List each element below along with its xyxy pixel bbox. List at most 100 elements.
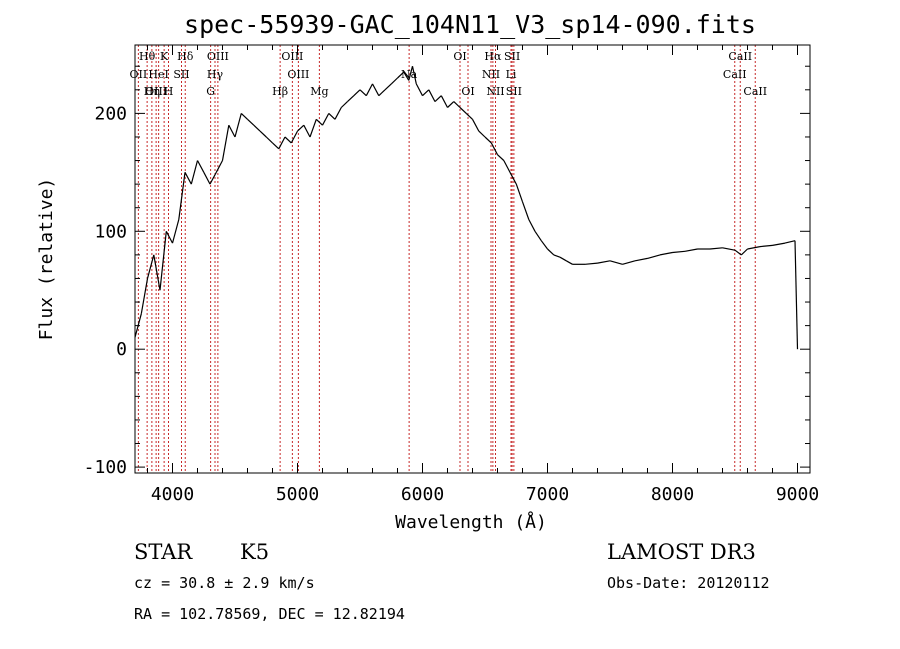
spectrum-segment bbox=[597, 260, 611, 264]
spectrum-segment bbox=[397, 71, 405, 79]
spectrum-segment bbox=[422, 89, 430, 97]
x-tick-label: 8000 bbox=[651, 484, 694, 505]
spectral-line-label: OIII bbox=[145, 85, 167, 98]
y-tick-label: 0 bbox=[116, 339, 127, 360]
spectrum-segment bbox=[672, 250, 686, 254]
spectral-line-label: OII bbox=[130, 68, 148, 81]
spectrum-segment bbox=[471, 119, 480, 132]
spectral-line-label: HeI bbox=[148, 68, 168, 81]
spectral-line-label: SII bbox=[504, 50, 520, 63]
spectrum-segment bbox=[528, 219, 536, 232]
spectrum-segment bbox=[384, 83, 392, 91]
spectrum-segment bbox=[509, 172, 517, 185]
spectrum-segment bbox=[747, 246, 761, 250]
spectrum-segment bbox=[228, 124, 236, 138]
x-axis: 4000 5000 6000 7000 8000 9000 bbox=[147, 45, 819, 505]
spectral-line-label: CaII bbox=[728, 50, 752, 63]
spectrum-segment bbox=[659, 251, 673, 256]
spectrum-segment bbox=[584, 262, 598, 265]
spectrum-segment bbox=[153, 254, 161, 291]
spectrum-segment bbox=[559, 256, 567, 262]
spectral-line-label: Hθ bbox=[139, 50, 156, 63]
spectrum-segment bbox=[315, 118, 323, 126]
spectrum-segment bbox=[547, 248, 555, 256]
spectrum-trace-group bbox=[134, 66, 799, 350]
spectrum-segment bbox=[284, 136, 292, 144]
x-tick-label: 5000 bbox=[276, 484, 319, 505]
spectrum-segment bbox=[497, 154, 505, 161]
spectral-line-label: CaII bbox=[723, 68, 747, 81]
spectrum-segment bbox=[234, 113, 242, 138]
spectrum-segment bbox=[784, 240, 796, 244]
plot-frame bbox=[134, 44, 811, 474]
spectrum-segment bbox=[684, 248, 698, 252]
spectrum-segment bbox=[553, 254, 561, 258]
spectral-line-label: NII bbox=[486, 85, 504, 98]
spectrum-segment bbox=[634, 257, 648, 262]
spectrum-segment bbox=[453, 101, 461, 108]
x-tick-label: 9000 bbox=[776, 484, 819, 505]
spectrum-segment bbox=[490, 142, 499, 155]
spectrum-segment bbox=[540, 240, 548, 250]
spectrum-segment bbox=[484, 136, 492, 144]
object-subclass: K5 bbox=[240, 540, 269, 564]
spectrum-segment bbox=[521, 201, 530, 220]
spectrum-segment bbox=[203, 172, 211, 185]
spectrum-segment bbox=[253, 124, 261, 132]
y-tick-label: 200 bbox=[94, 103, 127, 124]
spectrum-segment bbox=[390, 77, 398, 85]
spectrum-segment bbox=[609, 260, 623, 265]
spectrum-segment bbox=[447, 101, 455, 108]
spectrum-segment bbox=[459, 107, 467, 114]
spectrum-segment bbox=[190, 160, 199, 185]
spectral-line-label: OI bbox=[453, 50, 466, 63]
spectrum-segment bbox=[146, 254, 155, 279]
spectral-line-label: OI bbox=[461, 85, 474, 98]
y-tick-label: -100 bbox=[84, 457, 127, 478]
spectral-line-label: Hδ bbox=[177, 50, 194, 63]
spectrum-segment bbox=[309, 119, 317, 138]
spectrum-segment bbox=[534, 230, 542, 242]
redshift-value: cz = 30.8 ± 2.9 km/s bbox=[134, 574, 315, 592]
spectral-line-label: Hα bbox=[484, 50, 502, 63]
x-tick-label: 4000 bbox=[151, 484, 194, 505]
x-axis-label: Wavelength (Å) bbox=[395, 511, 547, 533]
x-tick-label: 6000 bbox=[401, 484, 444, 505]
spectrum-segment bbox=[709, 247, 723, 250]
y-tick-label: 100 bbox=[94, 221, 127, 242]
spectrum-segment bbox=[503, 160, 511, 173]
spectrum-segment bbox=[196, 160, 205, 173]
spectral-line-label: G bbox=[206, 85, 215, 98]
chart-title: spec-55939-GAC_104N11_V3_sp14-090.fits bbox=[184, 10, 756, 39]
spectrum-segment bbox=[734, 249, 742, 256]
spectrum-segment bbox=[247, 118, 255, 126]
spectrum-segment bbox=[371, 83, 380, 96]
y-axis-label: Flux (relative) bbox=[36, 178, 57, 341]
object-class: STAR bbox=[134, 540, 193, 564]
spectrum-segment bbox=[378, 89, 386, 97]
x-tick-label: 7000 bbox=[526, 484, 569, 505]
spectral-line-markers bbox=[137, 45, 756, 473]
spectrum-segment bbox=[566, 260, 573, 265]
spectrum-segment bbox=[434, 95, 442, 103]
spectral-line-label: NII bbox=[482, 68, 500, 81]
spectrum-segment bbox=[415, 83, 424, 96]
spectrum-segment bbox=[353, 89, 361, 97]
spectrum-segment bbox=[272, 142, 280, 150]
spectral-line-label: K bbox=[160, 50, 169, 63]
spectrum-segment bbox=[215, 160, 224, 173]
spectral-line-label: Hη bbox=[144, 85, 160, 98]
spectral-line-label: SII bbox=[506, 85, 522, 98]
spectrum-segment bbox=[159, 231, 167, 291]
spectrum-segment bbox=[178, 172, 186, 220]
spectrum-segment bbox=[465, 112, 473, 120]
spectrum-segment bbox=[340, 101, 348, 108]
spectral-line-label: H bbox=[164, 85, 174, 98]
observation-date: Obs-Date: 20120112 bbox=[607, 574, 770, 592]
spectral-line-label: OIII bbox=[281, 50, 303, 63]
spectrum-segment bbox=[347, 95, 355, 103]
spectrum-segment bbox=[359, 89, 367, 97]
spectral-line-label: CaII bbox=[743, 85, 767, 98]
